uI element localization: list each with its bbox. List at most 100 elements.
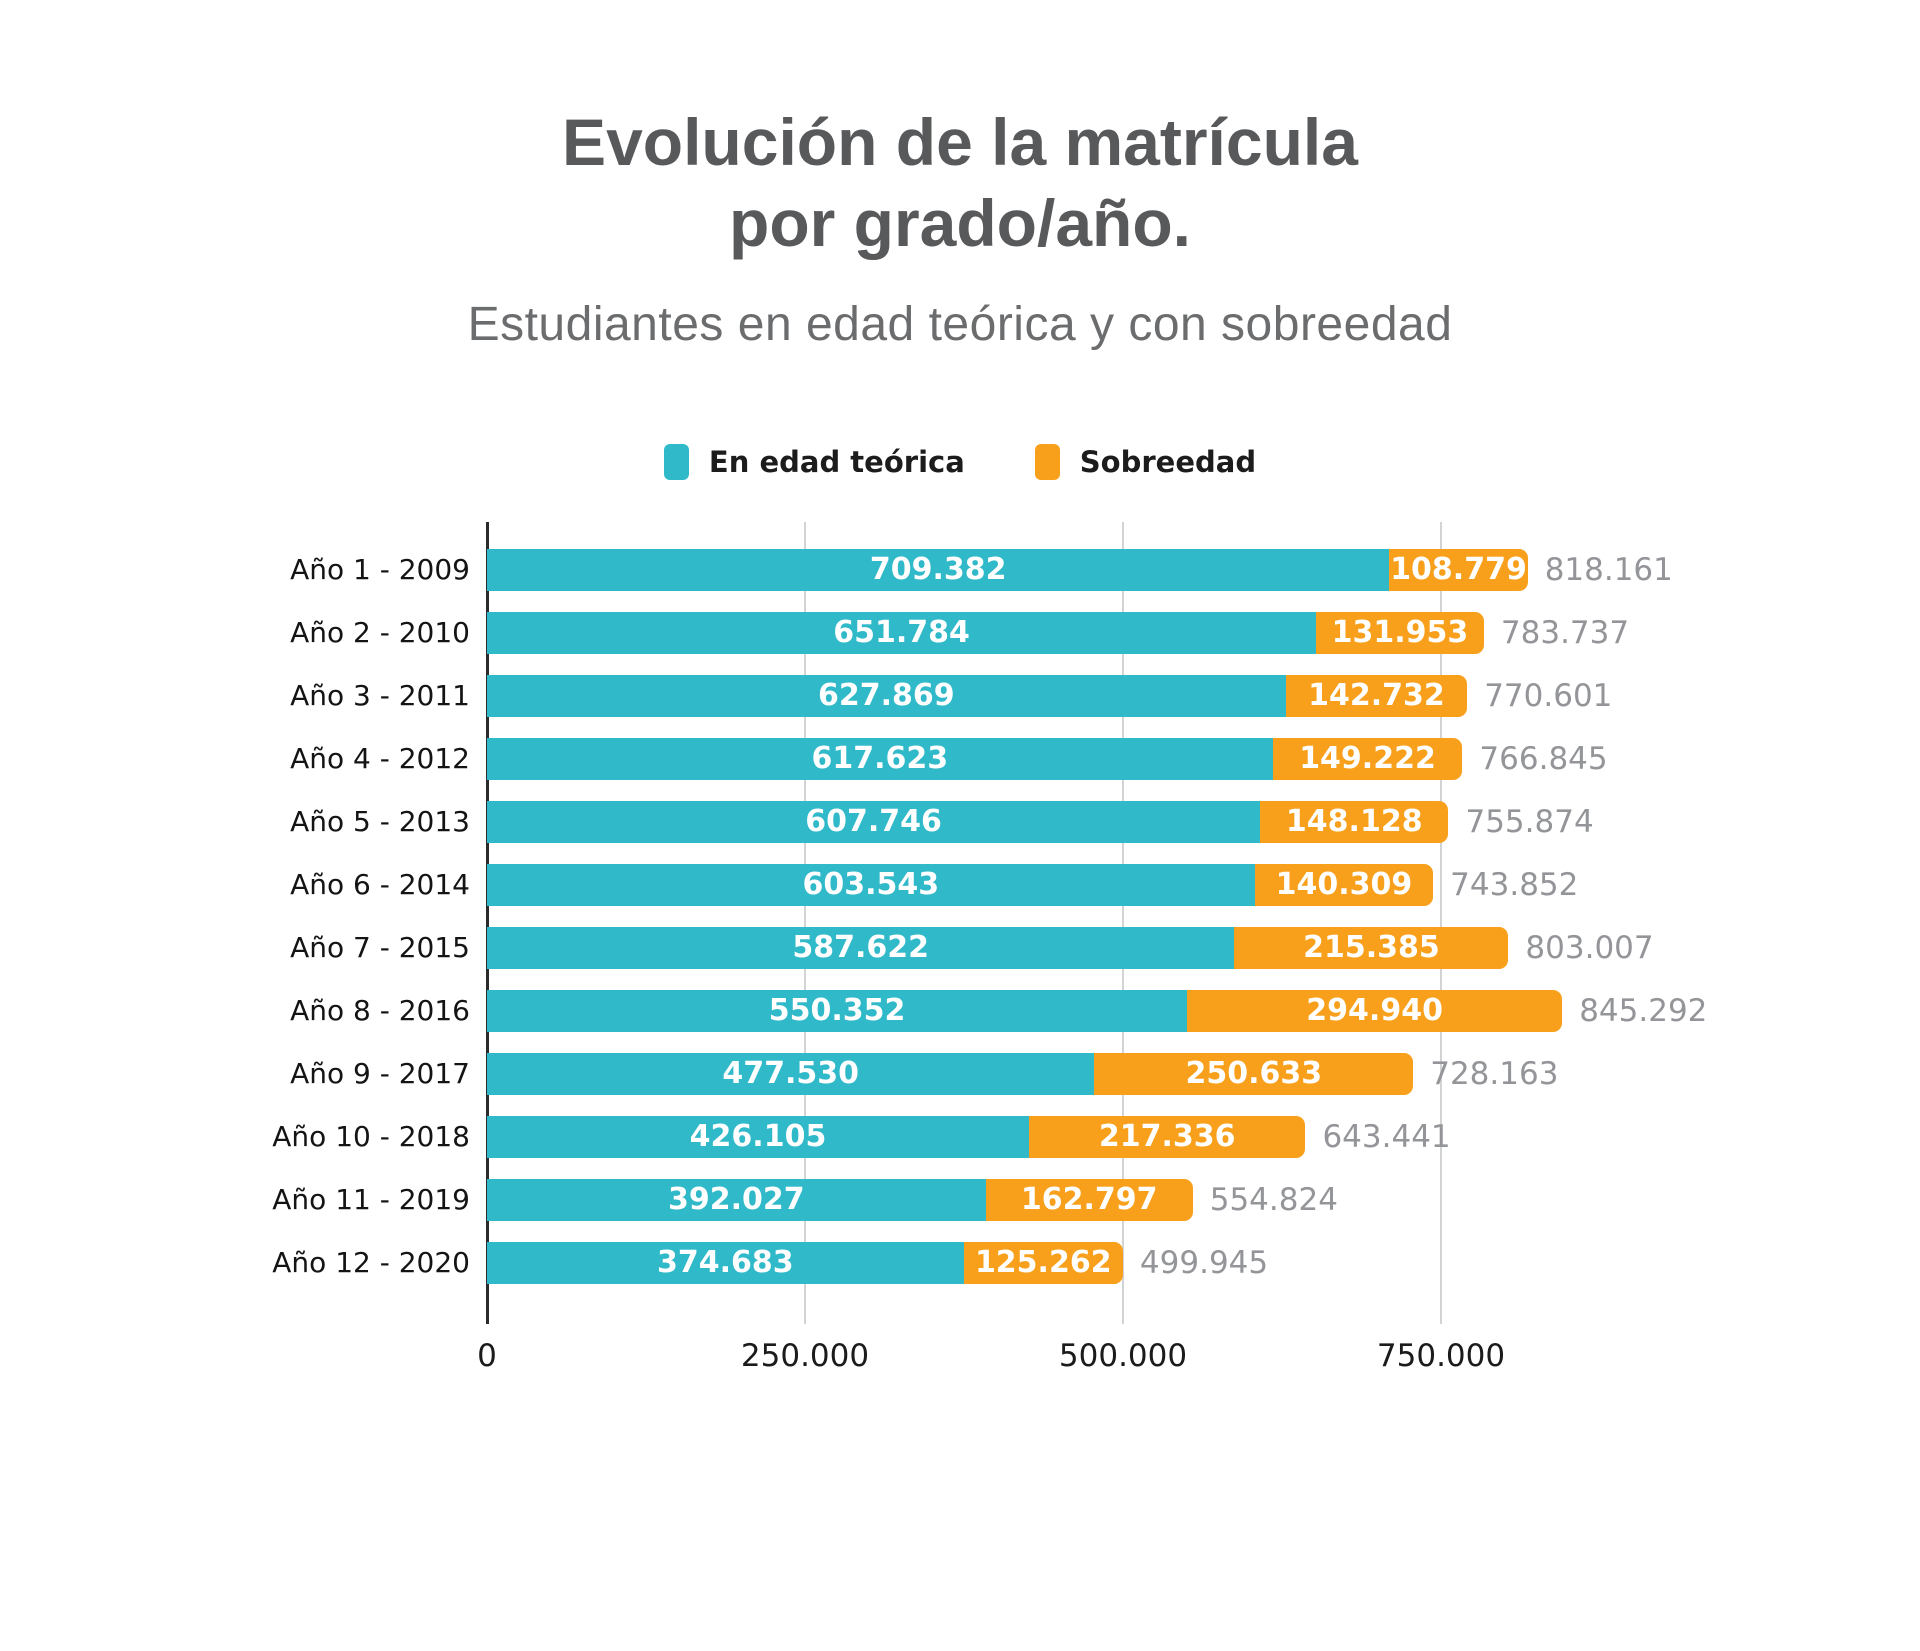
bar-value-sobreedad: 148.128 — [1285, 804, 1423, 840]
bar-segment-teorica: 603.543 — [487, 863, 1255, 906]
row-label: Año 8 - 2016 — [290, 994, 470, 1028]
chart-row: Año 11 - 2019 392.027 162.797 554.824 — [207, 1168, 1907, 1231]
bar-track: 550.352 294.940 845.292 — [487, 989, 1759, 1032]
row-label: Año 2 - 2010 — [290, 616, 470, 650]
bar-segment-sobreedad: 149.222 — [1272, 737, 1463, 780]
bar-segment-sobreedad: 215.385 — [1234, 926, 1509, 969]
row-total: 743.852 — [1450, 866, 1579, 903]
row-label: Año 7 - 2015 — [290, 931, 470, 965]
chart-title: Evolución de la matrícula por grado/año. — [0, 102, 1920, 263]
bar-segment-teorica: 374.683 — [487, 1241, 964, 1284]
bar-track: 617.623 149.222 766.845 — [487, 737, 1759, 780]
bar-segment-teorica: 709.382 — [487, 548, 1390, 591]
bar-segment-teorica: 587.622 — [487, 926, 1235, 969]
bar-value-sobreedad: 125.262 — [974, 1245, 1112, 1281]
bar-value-teorica: 392.027 — [668, 1182, 805, 1218]
bar-track: 627.869 142.732 770.601 — [487, 674, 1759, 717]
bar-value-sobreedad: 215.385 — [1303, 930, 1440, 966]
bar-segment-teorica: 627.869 — [487, 674, 1286, 717]
bar-value-teorica: 709.382 — [869, 552, 1007, 588]
row-label: Año 10 - 2018 — [272, 1120, 470, 1154]
bar-track: 477.530 250.633 728.163 — [487, 1052, 1759, 1095]
chart-row: Año 1 - 2009 709.382 108.779 818.161 — [207, 538, 1907, 601]
legend: En edad teórica Sobreedad — [0, 444, 1920, 481]
bar-segment-sobreedad: 125.262 — [963, 1241, 1123, 1284]
x-axis-ticks: 0 250.000 500.000 750.000 — [477, 1324, 1759, 1386]
grid-layer — [486, 522, 1759, 1325]
row-total: 818.161 — [1544, 551, 1673, 588]
bar-value-sobreedad: 142.732 — [1308, 678, 1445, 714]
bar-track: 607.746 148.128 755.874 — [487, 800, 1759, 843]
bar-segment-teorica: 651.784 — [487, 611, 1317, 654]
legend-item-sobreedad: Sobreedad — [1034, 444, 1256, 481]
chart-title-line2: por grado/año. — [729, 185, 1191, 260]
bar-chart: Año 1 - 2009 709.382 108.779 818.161 Año… — [207, 522, 1907, 1386]
chart-row: Año 8 - 2016 550.352 294.940 845.292 — [207, 979, 1907, 1042]
bar-value-teorica: 603.543 — [802, 867, 940, 903]
chart-row: Año 3 - 2011 627.869 142.732 770.601 — [207, 664, 1907, 727]
bar-segment-sobreedad: 142.732 — [1285, 674, 1468, 717]
chart-rows: Año 1 - 2009 709.382 108.779 818.161 Año… — [207, 522, 1907, 1324]
bar-track: 426.105 217.336 643.441 — [487, 1115, 1759, 1158]
bar-segment-sobreedad: 131.953 — [1316, 611, 1484, 654]
row-label: Año 1 - 2009 — [290, 553, 470, 587]
chart-subtitle: Estudiantes en edad teórica y con sobree… — [467, 298, 1453, 352]
row-label: Año 12 - 2020 — [272, 1246, 470, 1280]
bar-value-teorica: 627.869 — [818, 678, 955, 714]
row-label: Año 3 - 2011 — [290, 679, 470, 713]
row-total: 643.441 — [1322, 1118, 1451, 1155]
row-total: 783.737 — [1500, 614, 1630, 651]
bar-value-sobreedad: 162.797 — [1020, 1182, 1158, 1218]
chart-row: Año 9 - 2017 477.530 250.633 728.163 — [207, 1042, 1907, 1105]
chart-row: Año 2 - 2010 651.784 131.953 783.737 — [207, 601, 1907, 664]
bar-value-sobreedad: 250.633 — [1185, 1056, 1323, 1092]
bar-track: 603.543 140.309 743.852 — [487, 863, 1759, 906]
x-tick-label: 250.000 — [740, 1338, 870, 1375]
bar-segment-sobreedad: 162.797 — [985, 1178, 1193, 1221]
gridline — [804, 522, 806, 1325]
bar-value-sobreedad: 108.779 — [1390, 552, 1527, 588]
bar-value-teorica: 477.530 — [722, 1056, 860, 1092]
row-total: 803.007 — [1525, 929, 1654, 966]
gridline — [1440, 522, 1442, 1325]
bar-segment-teorica: 426.105 — [487, 1115, 1029, 1158]
chart-row: Año 7 - 2015 587.622 215.385 803.007 — [207, 916, 1907, 979]
bar-value-sobreedad: 131.953 — [1331, 615, 1469, 651]
bar-value-sobreedad: 140.309 — [1275, 867, 1413, 903]
chart-row: Año 4 - 2012 617.623 149.222 766.845 — [207, 727, 1907, 790]
row-label: Año 4 - 2012 — [290, 742, 470, 776]
x-tick-label: 750.000 — [1376, 1338, 1506, 1375]
bar-value-teorica: 550.352 — [768, 993, 906, 1029]
legend-swatch-teorica-icon — [663, 444, 689, 481]
legend-label-teorica: En edad teórica — [708, 445, 965, 480]
gridline — [1122, 522, 1124, 1325]
bar-value-teorica: 374.683 — [656, 1245, 794, 1281]
row-total: 499.945 — [1139, 1244, 1269, 1281]
row-total: 845.292 — [1579, 992, 1708, 1029]
bar-segment-teorica: 617.623 — [487, 737, 1273, 780]
chart-header: Evolución de la matrícula por grado/año.… — [0, 0, 1920, 352]
bar-value-teorica: 426.105 — [689, 1119, 827, 1155]
bar-segment-sobreedad: 294.940 — [1187, 989, 1563, 1032]
row-label: Año 11 - 2019 — [272, 1183, 470, 1217]
bar-segment-teorica: 477.530 — [487, 1052, 1095, 1095]
bar-value-teorica: 651.784 — [833, 615, 970, 651]
chart-row: Año 10 - 2018 426.105 217.336 643.441 — [207, 1105, 1907, 1168]
bar-value-sobreedad: 217.336 — [1098, 1119, 1236, 1155]
bar-segment-sobreedad: 140.309 — [1254, 863, 1434, 906]
bar-segment-teorica: 550.352 — [487, 989, 1188, 1032]
legend-item-teorica: En edad teórica — [663, 444, 965, 481]
bar-value-teorica: 607.746 — [805, 804, 942, 840]
row-total: 728.163 — [1430, 1055, 1559, 1092]
chart-row: Año 6 - 2014 603.543 140.309 743.852 — [207, 853, 1907, 916]
bar-track: 374.683 125.262 499.945 — [487, 1241, 1759, 1284]
chart-row: Año 12 - 2020 374.683 125.262 499.945 — [207, 1231, 1907, 1294]
row-total: 755.874 — [1465, 803, 1594, 840]
bar-segment-sobreedad: 217.336 — [1029, 1115, 1306, 1158]
bar-segment-sobreedad: 108.779 — [1389, 548, 1528, 591]
bar-segment-sobreedad: 250.633 — [1094, 1052, 1414, 1095]
bar-value-sobreedad: 149.222 — [1299, 741, 1436, 777]
x-tick-label: 500.000 — [1058, 1338, 1188, 1375]
legend-swatch-sobreedad-icon — [1034, 444, 1060, 481]
